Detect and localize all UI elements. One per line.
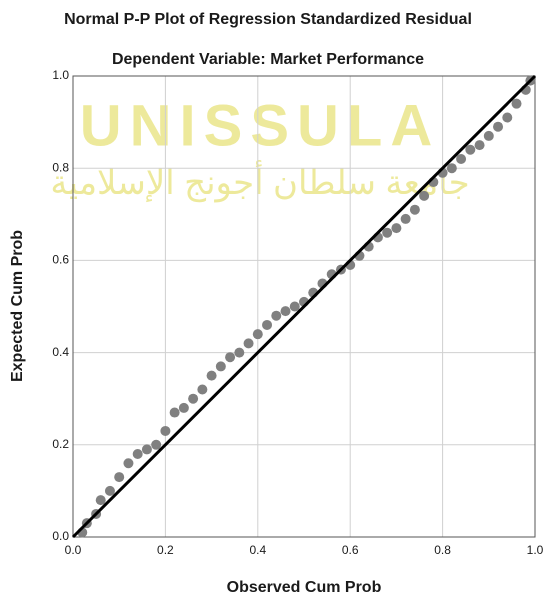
y-tick-label: 0.8 (52, 160, 69, 174)
x-tick-label: 0.4 (249, 543, 266, 557)
point (252, 329, 263, 340)
point (141, 444, 152, 455)
point (280, 306, 291, 317)
point (400, 213, 411, 224)
point (95, 495, 106, 506)
point (483, 130, 494, 141)
watermark-subtitle: جامعة سلطان أجونج الإسلامية (50, 160, 469, 203)
point (409, 204, 420, 215)
point (474, 140, 485, 151)
y-tick-label: 0.6 (52, 253, 69, 267)
x-tick-label: 0.2 (157, 543, 174, 557)
watermark: UNISSULA (80, 93, 440, 158)
point (456, 153, 467, 164)
point (502, 112, 513, 123)
chart-title: Normal P-P Plot of Regression Standardiz… (64, 11, 472, 28)
y-tick-label: 0.4 (52, 345, 69, 359)
point (225, 352, 236, 363)
point (215, 361, 226, 372)
x-tick-label: 0.0 (65, 543, 82, 557)
point (104, 485, 115, 496)
x-tick-label: 0.8 (434, 543, 451, 557)
reference-line (71, 74, 537, 539)
point (511, 98, 522, 109)
point (289, 301, 300, 312)
point (114, 472, 125, 483)
plot-frame (72, 75, 536, 538)
point (188, 393, 199, 404)
point (169, 407, 180, 418)
y-axis-label: Expected Cum Prob (9, 230, 26, 382)
point (151, 439, 162, 450)
point (243, 338, 254, 349)
y-tick-label: 1.0 (52, 68, 69, 82)
x-axis-label: Observed Cum Prob (227, 579, 382, 596)
point (419, 190, 430, 201)
point (271, 310, 282, 321)
y-tick-label: 0.0 (52, 529, 69, 543)
point (132, 449, 143, 460)
point (197, 384, 208, 395)
point (465, 144, 476, 155)
point (206, 370, 217, 381)
x-tick-label: 0.6 (342, 543, 359, 557)
point (160, 425, 171, 436)
y-tick-label: 0.2 (52, 437, 69, 451)
point (391, 223, 402, 234)
chart-subtitle: Dependent Variable: Market Performance (112, 51, 424, 68)
point (493, 121, 504, 132)
point (262, 319, 273, 330)
x-tick-label: 1.0 (527, 543, 544, 557)
point (234, 347, 245, 358)
point (446, 163, 457, 174)
point (382, 227, 393, 238)
point (123, 458, 134, 469)
point (178, 402, 189, 413)
